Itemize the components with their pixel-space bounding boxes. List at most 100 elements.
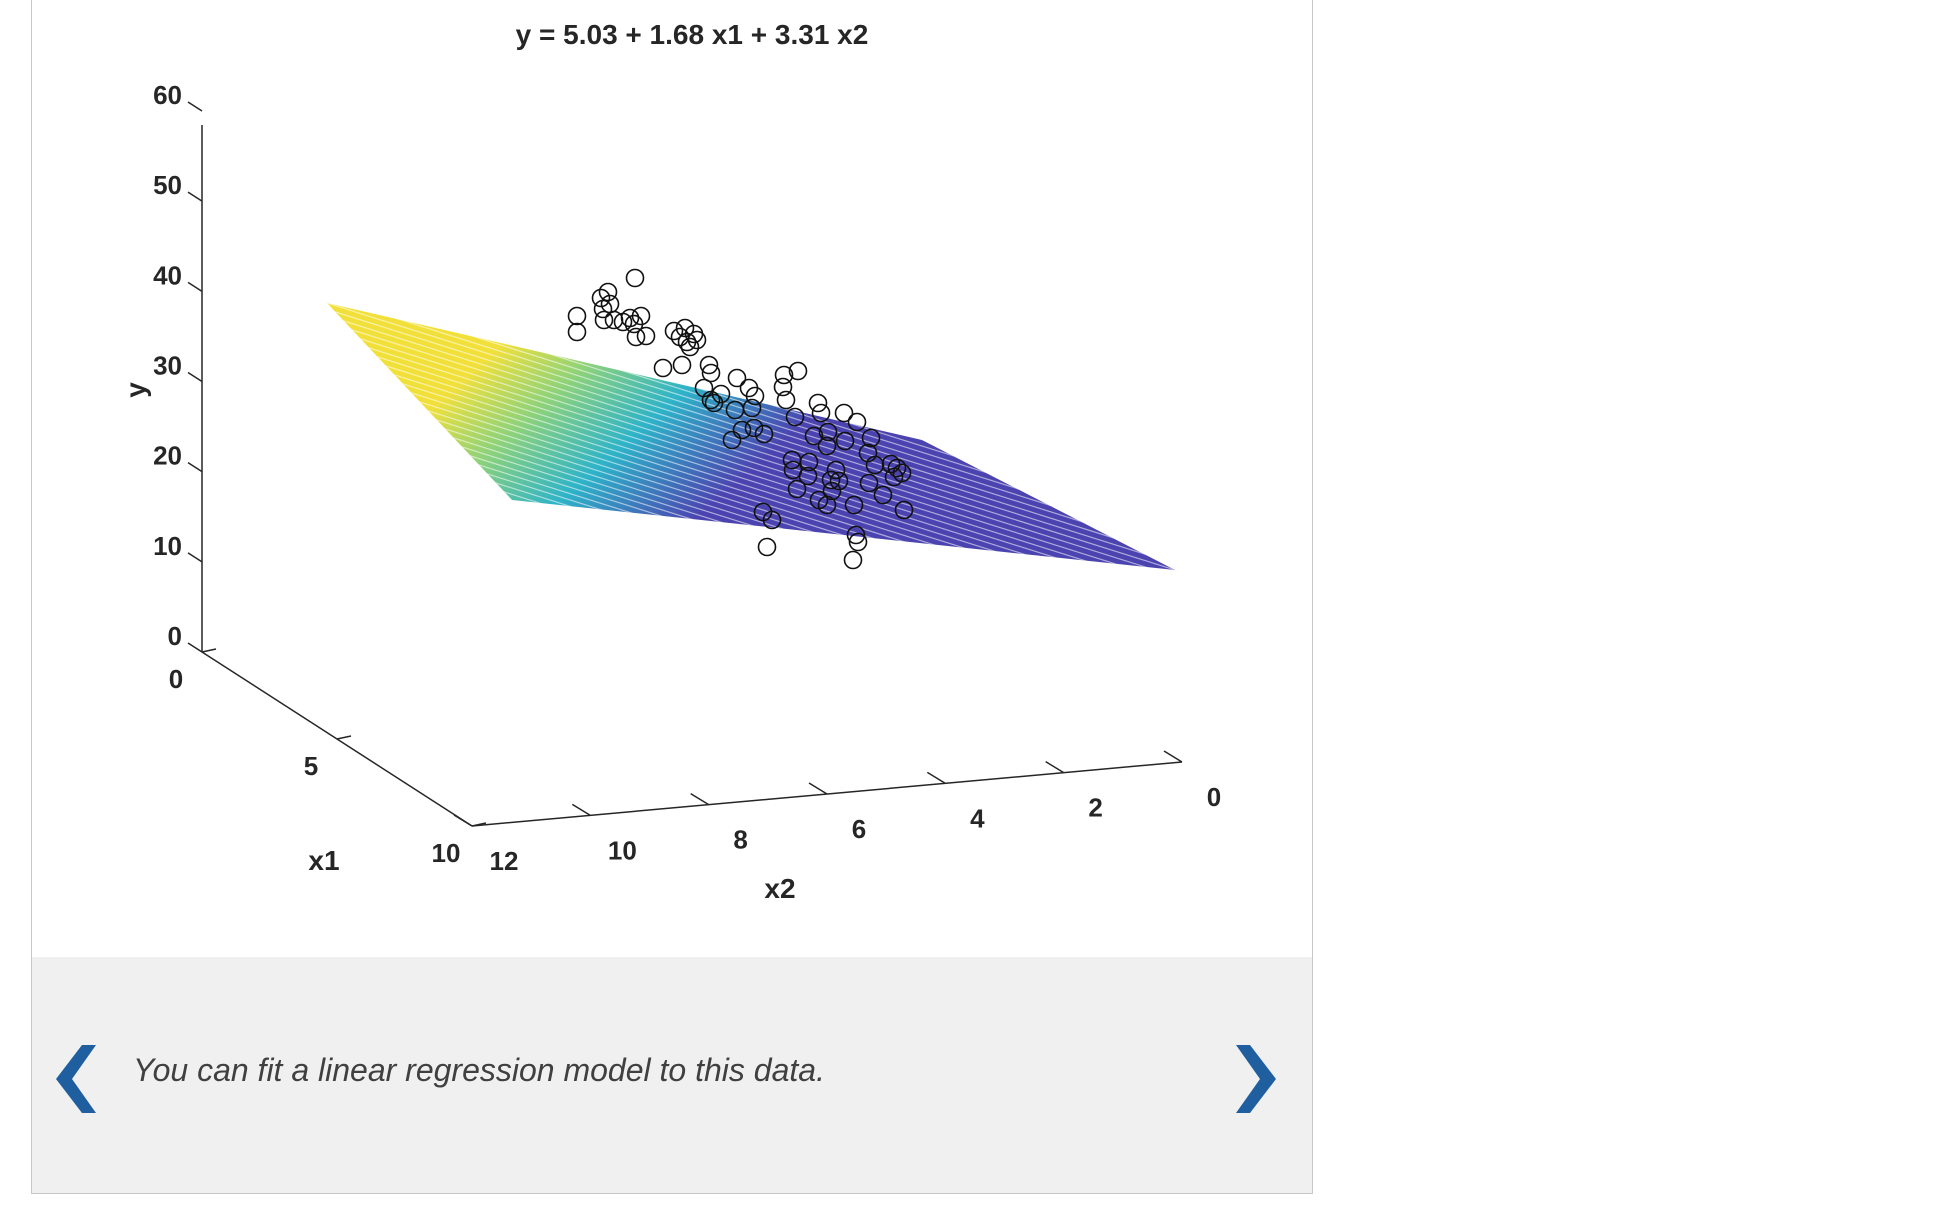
data-points: [567, 268, 914, 570]
x2-tick: [1045, 761, 1065, 774]
mesh-line: [343, 358, 1175, 570]
data-point: [757, 537, 777, 557]
chart-title: y = 5.03 + 1.68 x1 + 3.31 x2: [516, 19, 869, 50]
mesh-line: [341, 351, 1175, 570]
data-point: [887, 458, 907, 478]
data-point: [626, 327, 646, 347]
data-point: [594, 310, 614, 330]
y-tick: [187, 642, 203, 653]
data-point: [745, 386, 765, 406]
y-tick-label: 20: [153, 441, 182, 471]
data-point: [787, 479, 807, 499]
data-point: [699, 355, 719, 375]
data-point: [636, 326, 656, 346]
data-point: [894, 500, 914, 520]
next-button[interactable]: [1224, 1041, 1284, 1117]
data-point: [664, 321, 684, 341]
data-point: [782, 450, 802, 470]
y-tick: [187, 462, 203, 473]
data-point: [675, 318, 695, 338]
y-tick: [187, 552, 203, 563]
data-point: [844, 495, 864, 515]
data-point: [859, 473, 879, 493]
tick-marks: [187, 101, 1183, 827]
mesh-line: [354, 393, 1175, 570]
figure-panel: y = 5.03 + 1.68 x1 + 3.31 x2 60 50 40 30 20 1…: [31, 0, 1313, 1194]
mesh-line: [337, 337, 1175, 570]
y-tick-label: 30: [153, 351, 182, 381]
data-point: [567, 322, 587, 342]
data-point: [785, 407, 805, 427]
caption-bar: You can fit a linear regression model to…: [32, 957, 1312, 1193]
x1-tick: [201, 648, 217, 653]
x1-axis-label: x1: [308, 845, 339, 876]
data-point: [829, 471, 849, 491]
x2-axis-label: x2: [764, 873, 795, 904]
y-tick-label: 10: [153, 531, 182, 561]
x2-tick: [1163, 750, 1183, 763]
x2-tick: [926, 771, 946, 784]
data-point: [624, 314, 644, 334]
data-point: [848, 532, 868, 552]
mesh-line: [370, 449, 1175, 570]
data-point: [826, 460, 846, 480]
data-point: [722, 430, 742, 450]
mesh-line: [331, 316, 1175, 570]
data-point: [884, 467, 904, 487]
mesh-line: [333, 323, 1175, 570]
x2-tick-label: 8: [733, 825, 747, 855]
caption-text: You can fit a linear regression model to…: [133, 1052, 825, 1088]
data-point: [701, 390, 721, 410]
x2-tick-label: 6: [852, 814, 866, 844]
data-point: [567, 306, 587, 326]
y-tick-label: 60: [153, 80, 182, 110]
mesh-line: [368, 442, 1175, 570]
x1-tick-label: 5: [304, 751, 318, 781]
data-point: [865, 455, 885, 475]
y-axis-label: y: [120, 382, 151, 398]
x2-tick-label: 2: [1088, 793, 1102, 823]
data-point: [762, 510, 782, 530]
data-point: [774, 365, 794, 385]
data-point: [593, 299, 613, 319]
x1-tick: [471, 822, 487, 827]
x2-tick: [808, 782, 828, 795]
y-tick: [187, 191, 203, 202]
previous-button[interactable]: [48, 1041, 108, 1117]
mesh-line: [352, 386, 1175, 570]
data-point: [725, 400, 745, 420]
data-point: [861, 428, 881, 448]
data-point: [804, 426, 824, 446]
data-point: [847, 412, 867, 432]
data-point: [822, 481, 842, 501]
mesh-line: [327, 303, 1174, 564]
data-point: [653, 358, 673, 378]
y-tick: [187, 281, 203, 292]
data-point: [711, 384, 731, 404]
data-point: [677, 332, 697, 352]
mesh-line: [345, 365, 1175, 570]
mesh-line: [335, 330, 1175, 570]
data-point: [680, 337, 700, 357]
data-point: [598, 282, 618, 302]
y-tick: [187, 101, 203, 112]
data-point: [701, 363, 721, 383]
x1-tick: [336, 735, 352, 740]
data-point: [754, 424, 774, 444]
mesh-line: [383, 491, 1175, 570]
data-point: [613, 312, 633, 332]
mesh-line: [328, 309, 1175, 570]
chevron-right-icon: [1236, 1045, 1276, 1113]
data-point: [811, 403, 831, 423]
x2-tick: [690, 793, 710, 806]
y-tick: [187, 371, 203, 383]
data-point: [846, 525, 866, 545]
data-point: [687, 330, 707, 350]
data-point: [744, 418, 764, 438]
data-point: [788, 361, 808, 381]
data-point: [773, 377, 793, 397]
data-point: [808, 393, 828, 413]
data-point: [817, 495, 837, 515]
data-point: [672, 355, 692, 375]
y-tick-label: 0: [168, 621, 182, 651]
